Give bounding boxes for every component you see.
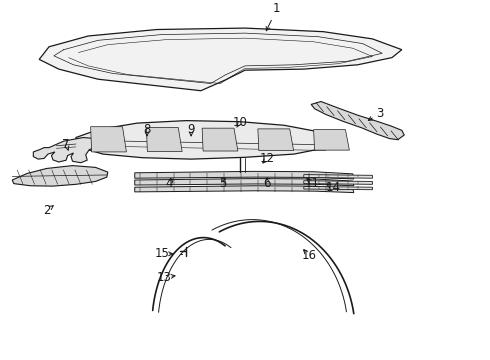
Polygon shape — [202, 128, 238, 151]
Text: 5: 5 — [219, 177, 227, 190]
Text: 2: 2 — [43, 204, 50, 217]
Text: 9: 9 — [187, 123, 195, 136]
Polygon shape — [135, 179, 354, 186]
Text: 16: 16 — [301, 249, 316, 262]
Polygon shape — [304, 186, 372, 190]
Polygon shape — [147, 127, 182, 152]
Polygon shape — [304, 175, 372, 178]
Polygon shape — [33, 138, 100, 163]
Text: 12: 12 — [260, 152, 274, 165]
Text: 13: 13 — [157, 271, 172, 284]
Polygon shape — [314, 130, 349, 150]
Text: 7: 7 — [62, 138, 70, 150]
Text: 3: 3 — [376, 107, 384, 120]
Polygon shape — [258, 129, 294, 150]
Polygon shape — [39, 28, 402, 91]
Polygon shape — [12, 166, 108, 186]
Polygon shape — [304, 181, 372, 184]
Polygon shape — [135, 186, 354, 193]
Polygon shape — [135, 171, 354, 179]
Text: 1: 1 — [273, 3, 281, 15]
Text: 8: 8 — [143, 123, 151, 136]
Text: 14: 14 — [326, 181, 341, 194]
Text: 4: 4 — [165, 177, 173, 190]
Text: 6: 6 — [263, 177, 271, 190]
Polygon shape — [91, 127, 126, 152]
Polygon shape — [76, 121, 331, 159]
Text: 11: 11 — [305, 177, 320, 190]
Text: 15: 15 — [154, 247, 169, 260]
Polygon shape — [311, 102, 404, 140]
Text: 10: 10 — [233, 116, 247, 129]
